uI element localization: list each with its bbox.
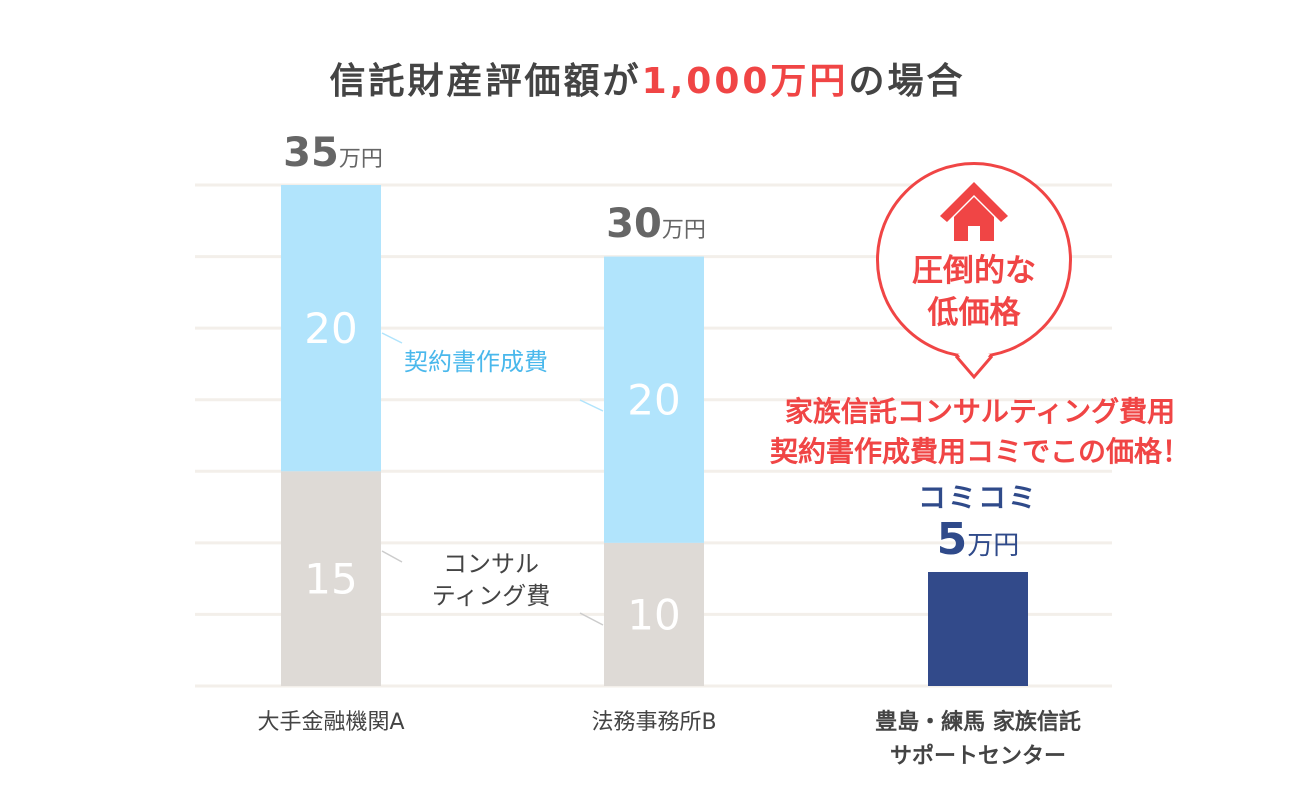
bubble-text: 圧倒的な 低価格: [912, 253, 1036, 331]
bar-segment: [281, 185, 381, 472]
category-label-c: 豊島・練馬 家族信託 サポートセンター: [875, 710, 1081, 769]
title-prefix: 信託財産評価額が: [329, 61, 642, 102]
total-label-b: 30万円: [606, 201, 706, 247]
komikomi-total: コミコミ 5万円: [917, 481, 1038, 565]
bar-value-label: 20: [627, 376, 680, 425]
leader-line: [381, 332, 403, 344]
bar-value-label: 20: [304, 304, 357, 353]
bar-segment: [604, 256, 704, 543]
bar-segment: [281, 471, 381, 686]
leader-line: [579, 612, 604, 626]
leader-line: [381, 550, 403, 563]
title-suffix: の場合: [848, 61, 966, 102]
bar-segment: [604, 542, 704, 686]
consulting-fee-label: コンサル ティング費: [431, 550, 551, 610]
category-label-b: 法務事務所B: [591, 710, 717, 735]
bar-segment: [928, 572, 1028, 686]
promo-text: 家族信託コンサルティング費用 契約書作成費用コミでこの価格！: [769, 395, 1190, 468]
total-label-a: 35万円: [283, 130, 383, 176]
category-label-a: 大手金融機関A: [257, 710, 405, 735]
leader-line: [579, 399, 604, 412]
contract-fee-label: 契約書作成費: [404, 348, 548, 376]
bar-value-label: 10: [627, 590, 680, 639]
bar-value-label: 15: [304, 555, 357, 604]
title-highlight: 1,000万円: [641, 61, 849, 102]
chart-title: 信託財産評価額が1,000万円の場合: [0, 52, 1295, 104]
